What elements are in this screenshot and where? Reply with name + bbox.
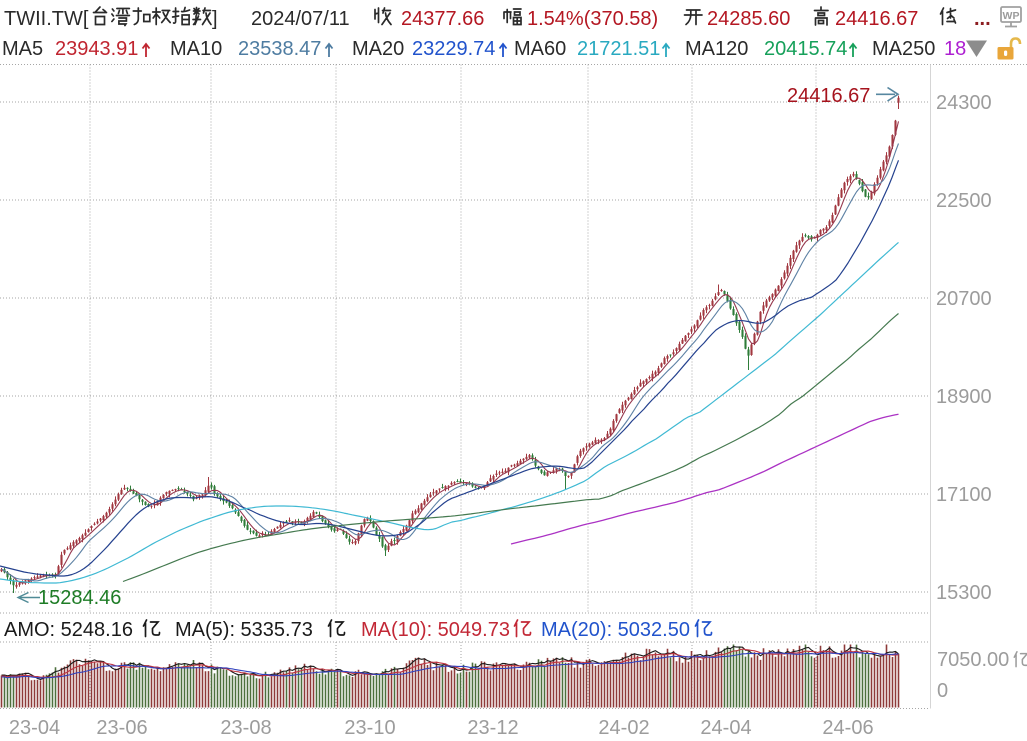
- svg-text:15300: 15300: [936, 582, 992, 604]
- svg-text:23-06: 23-06: [96, 717, 147, 739]
- svg-text:24285.60: 24285.60: [707, 8, 790, 30]
- svg-text:21721.51: 21721.51: [577, 38, 660, 60]
- svg-text:1.54%(370.58): 1.54%(370.58): [527, 8, 658, 30]
- svg-text:MA60: MA60: [514, 38, 566, 60]
- svg-text:MA120: MA120: [685, 38, 748, 60]
- svg-text:24377.66: 24377.66: [401, 8, 484, 30]
- svg-text:23-08: 23-08: [220, 717, 271, 739]
- svg-text:15284.46: 15284.46: [38, 587, 121, 609]
- svg-text:...: ...: [974, 8, 991, 30]
- svg-text:0: 0: [937, 680, 948, 702]
- svg-text:17100: 17100: [936, 484, 992, 506]
- svg-text:23943.91: 23943.91: [55, 38, 138, 60]
- svg-text:MA(20): 5032.50: MA(20): 5032.50: [541, 619, 690, 641]
- svg-text:MA20: MA20: [352, 38, 404, 60]
- svg-text:TWII.TW[: TWII.TW[: [4, 8, 89, 30]
- svg-text:23538.47: 23538.47: [238, 38, 321, 60]
- svg-text:MA(10): 5049.73: MA(10): 5049.73: [361, 619, 510, 641]
- svg-text:24-06: 24-06: [822, 717, 873, 739]
- svg-text:24416.67: 24416.67: [835, 8, 918, 30]
- svg-text:18: 18: [944, 38, 966, 60]
- svg-text:WP: WP: [1003, 10, 1020, 22]
- svg-text:MA(5): 5335.73: MA(5): 5335.73: [175, 619, 313, 641]
- svg-text:7050.00: 7050.00: [937, 649, 1009, 671]
- svg-text:MA5: MA5: [2, 38, 43, 60]
- svg-text:AMO: 5248.16: AMO: 5248.16: [4, 619, 133, 641]
- svg-text:24416.67: 24416.67: [787, 85, 870, 107]
- svg-text:18900: 18900: [936, 386, 992, 408]
- svg-text:2024/07/11: 2024/07/11: [251, 8, 350, 30]
- svg-text:24300: 24300: [936, 92, 992, 114]
- svg-text:23-04: 23-04: [9, 717, 60, 739]
- svg-text:]: ]: [212, 8, 218, 30]
- svg-text:20700: 20700: [936, 288, 992, 310]
- svg-text:20415.74: 20415.74: [764, 38, 847, 60]
- svg-text:22500: 22500: [936, 190, 992, 212]
- svg-text:24-02: 24-02: [598, 717, 649, 739]
- svg-text:23-12: 23-12: [467, 717, 518, 739]
- svg-text:23229.74: 23229.74: [412, 38, 495, 60]
- svg-text:23-10: 23-10: [344, 717, 395, 739]
- svg-text:24-04: 24-04: [700, 717, 751, 739]
- svg-text:MA250: MA250: [872, 38, 935, 60]
- svg-text:MA10: MA10: [170, 38, 222, 60]
